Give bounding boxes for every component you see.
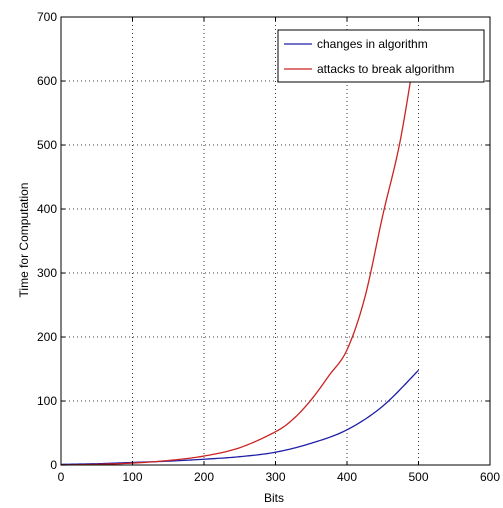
axis-ticks (60, 16, 491, 466)
legend: changes in algorithm attacks to break al… (277, 29, 485, 83)
x-tick-label: 100 (122, 470, 142, 484)
series-line-attacks-to-break-algorithm (60, 29, 420, 466)
legend-label-attacks-to-break-algorithm: attacks to break algorithm (317, 62, 454, 76)
x-tick-label: 400 (337, 470, 357, 484)
y-tick-label: 300 (37, 266, 57, 280)
y-tick-label: 200 (37, 330, 57, 344)
y-tick-label: 400 (37, 202, 57, 216)
x-tick-label: 300 (265, 470, 285, 484)
x-tick-label: 500 (408, 470, 428, 484)
y-tick-label: 600 (37, 74, 57, 88)
x-tick-label: 0 (58, 470, 65, 484)
y-axis-label: Time for Computation (17, 183, 31, 298)
legend-box (277, 29, 485, 83)
series-lines (60, 29, 420, 466)
x-axis-label: Bits (264, 491, 284, 505)
y-tick-label: 700 (37, 10, 57, 24)
legend-label-changes-in-algorithm: changes in algorithm (317, 37, 428, 51)
y-tick-label: 500 (37, 138, 57, 152)
x-tick-label: 200 (194, 470, 214, 484)
x-tick-label: 600 (480, 470, 500, 484)
series-line-changes-in-algorithm (60, 369, 419, 466)
grid-lines (61, 17, 490, 465)
tick-labels: 0 100 200 300 400 500 600 0 100 200 300 400 500 600 70… (37, 10, 500, 484)
y-tick-label: 0 (50, 458, 57, 472)
y-tick-label: 100 (37, 394, 57, 408)
